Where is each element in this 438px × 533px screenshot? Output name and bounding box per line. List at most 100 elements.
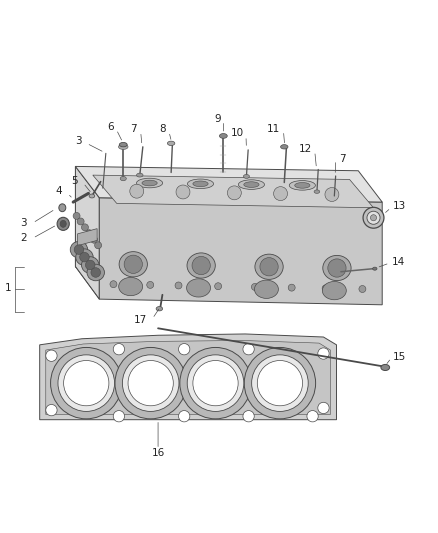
Ellipse shape	[371, 215, 377, 221]
Circle shape	[227, 186, 241, 200]
Polygon shape	[78, 229, 97, 246]
Ellipse shape	[187, 179, 214, 189]
Circle shape	[91, 236, 98, 243]
Ellipse shape	[260, 257, 278, 276]
Ellipse shape	[120, 176, 126, 181]
Text: 14: 14	[391, 257, 405, 267]
Circle shape	[128, 360, 173, 406]
Ellipse shape	[254, 280, 279, 298]
Circle shape	[359, 286, 366, 293]
Circle shape	[322, 285, 329, 292]
Ellipse shape	[219, 134, 227, 139]
Circle shape	[244, 348, 316, 419]
Text: 4: 4	[56, 186, 62, 196]
Circle shape	[257, 360, 303, 406]
Ellipse shape	[85, 260, 95, 270]
Circle shape	[288, 284, 295, 291]
Circle shape	[81, 224, 88, 231]
Ellipse shape	[187, 253, 215, 278]
Circle shape	[325, 188, 339, 201]
Ellipse shape	[193, 181, 208, 187]
Ellipse shape	[89, 194, 95, 198]
Circle shape	[307, 410, 318, 422]
Circle shape	[50, 348, 122, 419]
Circle shape	[179, 410, 190, 422]
Ellipse shape	[323, 255, 351, 281]
Text: 6: 6	[107, 122, 114, 132]
Ellipse shape	[328, 259, 346, 277]
Ellipse shape	[74, 245, 84, 254]
Ellipse shape	[238, 180, 265, 189]
Circle shape	[318, 348, 329, 359]
Text: 8: 8	[159, 124, 166, 134]
Text: 17: 17	[134, 314, 147, 325]
Circle shape	[110, 281, 117, 288]
Circle shape	[86, 230, 93, 237]
Circle shape	[215, 282, 222, 290]
Polygon shape	[75, 166, 382, 202]
Ellipse shape	[59, 204, 66, 212]
Text: 3: 3	[20, 218, 27, 228]
Ellipse shape	[87, 264, 104, 281]
Ellipse shape	[76, 249, 93, 265]
Polygon shape	[99, 198, 382, 305]
Ellipse shape	[367, 211, 380, 224]
Circle shape	[122, 355, 179, 411]
Text: 13: 13	[393, 201, 406, 212]
Text: 11: 11	[267, 124, 280, 134]
Circle shape	[193, 360, 238, 406]
Circle shape	[180, 348, 251, 419]
Circle shape	[113, 344, 124, 355]
Text: 10: 10	[231, 128, 244, 139]
Circle shape	[115, 348, 186, 419]
Polygon shape	[93, 175, 374, 208]
Ellipse shape	[192, 256, 210, 274]
Circle shape	[179, 344, 190, 355]
Text: 2: 2	[20, 233, 27, 243]
Text: 7: 7	[339, 154, 345, 164]
Ellipse shape	[118, 144, 128, 149]
Ellipse shape	[244, 182, 259, 188]
Ellipse shape	[295, 182, 310, 188]
Ellipse shape	[81, 257, 99, 273]
Text: 16: 16	[152, 448, 165, 458]
Polygon shape	[75, 166, 99, 299]
Circle shape	[318, 402, 329, 414]
Polygon shape	[40, 334, 336, 419]
Text: 9: 9	[214, 114, 221, 124]
Ellipse shape	[363, 207, 384, 228]
Ellipse shape	[80, 252, 89, 262]
Ellipse shape	[91, 268, 100, 277]
Ellipse shape	[119, 142, 127, 147]
Ellipse shape	[281, 144, 288, 149]
Ellipse shape	[156, 306, 162, 311]
Ellipse shape	[119, 252, 148, 277]
Circle shape	[243, 344, 254, 355]
Ellipse shape	[373, 267, 377, 270]
Text: 1: 1	[5, 283, 11, 293]
Text: 15: 15	[393, 352, 406, 362]
Ellipse shape	[137, 173, 143, 177]
Ellipse shape	[70, 241, 88, 258]
Text: 12: 12	[298, 144, 312, 154]
Circle shape	[77, 218, 84, 225]
Circle shape	[95, 242, 102, 249]
Polygon shape	[46, 341, 330, 415]
Circle shape	[274, 187, 287, 200]
Ellipse shape	[57, 217, 69, 230]
Circle shape	[73, 213, 80, 220]
Ellipse shape	[167, 141, 175, 146]
Text: 3: 3	[75, 136, 82, 146]
Circle shape	[176, 185, 190, 199]
Circle shape	[113, 410, 124, 422]
Text: 5: 5	[71, 176, 78, 186]
Circle shape	[147, 281, 154, 288]
Ellipse shape	[255, 254, 283, 279]
Circle shape	[46, 405, 57, 416]
Ellipse shape	[314, 190, 320, 193]
Ellipse shape	[137, 178, 162, 188]
Text: 7: 7	[131, 124, 137, 134]
Circle shape	[64, 360, 109, 406]
Circle shape	[130, 184, 144, 198]
Ellipse shape	[187, 279, 211, 297]
